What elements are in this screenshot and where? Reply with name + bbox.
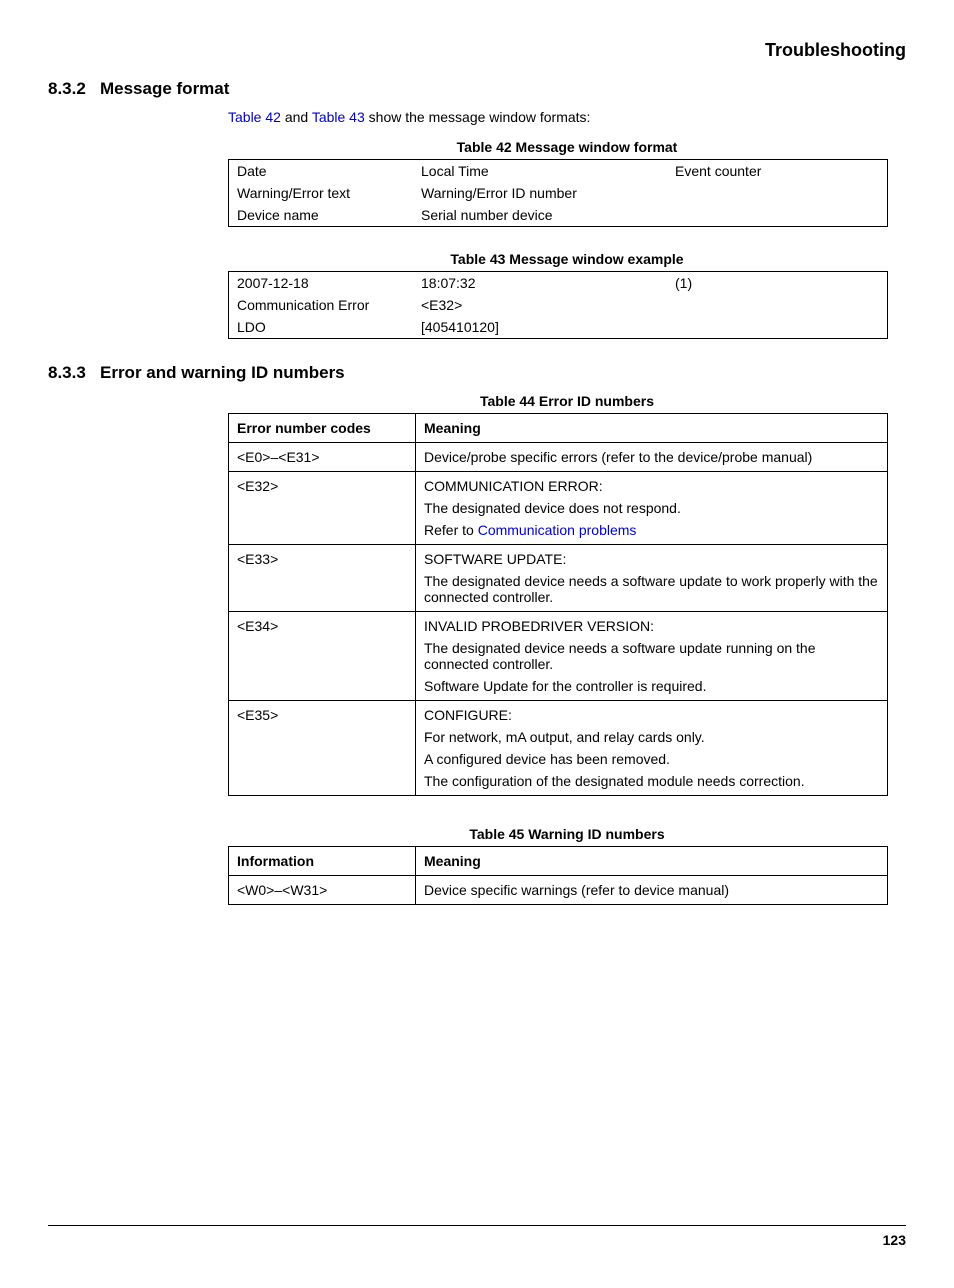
table-cell: SOFTWARE UPDATE: The designated device n… xyxy=(416,545,888,612)
communication-problems-link[interactable]: Communication problems xyxy=(478,522,637,538)
table-row: <E32> COMMUNICATION ERROR: The designate… xyxy=(229,472,888,545)
section-833-heading: 8.3.3 Error and warning ID numbers xyxy=(48,363,906,383)
table-45: Information Meaning <W0>–<W31> Device sp… xyxy=(228,846,888,905)
table-cell xyxy=(667,316,888,339)
meaning-line: COMMUNICATION ERROR: xyxy=(424,478,879,494)
table-cell: Event counter xyxy=(667,160,888,183)
meaning-line: Software Update for the controller is re… xyxy=(424,678,879,694)
table-cell: (1) xyxy=(667,272,888,295)
meaning-line: The designated device does not respond. xyxy=(424,500,879,516)
table-cell: <W0>–<W31> xyxy=(229,876,416,905)
section-833-number: 8.3.3 xyxy=(48,363,86,382)
table-cell: <E32> xyxy=(229,472,416,545)
meaning-line: For network, mA output, and relay cards … xyxy=(424,729,879,745)
table-header-cell: Information xyxy=(229,847,416,876)
page-header: Troubleshooting xyxy=(48,40,906,61)
meaning-line: INVALID PROBEDRIVER VERSION: xyxy=(424,618,879,634)
meaning-line: CONFIGURE: xyxy=(424,707,879,723)
section-833-title: Error and warning ID numbers xyxy=(100,363,345,382)
intro-mid: and xyxy=(281,109,312,125)
table-cell: Device/probe specific errors (refer to t… xyxy=(416,443,888,472)
table-cell: Device name xyxy=(229,204,414,227)
table-cell xyxy=(667,182,888,204)
meaning-line: Device/probe specific errors (refer to t… xyxy=(424,449,879,465)
table-row: Device name Serial number device xyxy=(229,204,888,227)
section-832-title: Message format xyxy=(100,79,229,98)
table-row: Date Local Time Event counter xyxy=(229,160,888,183)
section-832-intro: Table 42 and Table 43 show the message w… xyxy=(228,109,906,125)
table-cell: Warning/Error text xyxy=(229,182,414,204)
table-row: Warning/Error text Warning/Error ID numb… xyxy=(229,182,888,204)
table-44: Error number codes Meaning <E0>–<E31> De… xyxy=(228,413,888,796)
table-43: 2007-12-18 18:07:32 (1) Communication Er… xyxy=(228,271,888,339)
table-43-link[interactable]: Table 43 xyxy=(312,109,365,125)
table-row: LDO [405410120] xyxy=(229,316,888,339)
table-cell: Local Time xyxy=(413,160,667,183)
table-row: Communication Error <E32> xyxy=(229,294,888,316)
intro-suffix: show the message window formats: xyxy=(365,109,591,125)
table-cell xyxy=(667,294,888,316)
meaning-line: The configuration of the designated modu… xyxy=(424,773,879,789)
table-cell: 18:07:32 xyxy=(413,272,667,295)
table-42-caption: Table 42 Message window format xyxy=(228,139,906,155)
table-row: 2007-12-18 18:07:32 (1) xyxy=(229,272,888,295)
table-cell xyxy=(667,204,888,227)
meaning-line: SOFTWARE UPDATE: xyxy=(424,551,879,567)
table-cell: <E32> xyxy=(413,294,667,316)
table-cell: <E35> xyxy=(229,701,416,796)
table-cell: Warning/Error ID number xyxy=(413,182,667,204)
table-cell: <E34> xyxy=(229,612,416,701)
table-row: <E34> INVALID PROBEDRIVER VERSION: The d… xyxy=(229,612,888,701)
section-832-number: 8.3.2 xyxy=(48,79,86,98)
table-header-row: Information Meaning xyxy=(229,847,888,876)
link-prefix: Refer to xyxy=(424,522,478,538)
table-cell: Device specific warnings (refer to devic… xyxy=(416,876,888,905)
table-header-row: Error number codes Meaning xyxy=(229,414,888,443)
meaning-line: Refer to Communication problems xyxy=(424,522,879,538)
table-cell: INVALID PROBEDRIVER VERSION: The designa… xyxy=(416,612,888,701)
table-cell: <E33> xyxy=(229,545,416,612)
meaning-line: A configured device has been removed. xyxy=(424,751,879,767)
table-cell: LDO xyxy=(229,316,414,339)
table-cell: [405410120] xyxy=(413,316,667,339)
table-cell: Date xyxy=(229,160,414,183)
table-header-cell: Error number codes xyxy=(229,414,416,443)
table-42: Date Local Time Event counter Warning/Er… xyxy=(228,159,888,227)
meaning-line: The designated device needs a software u… xyxy=(424,573,879,605)
table-42-link[interactable]: Table 42 xyxy=(228,109,281,125)
table-header-cell: Meaning xyxy=(416,847,888,876)
table-header-cell: Meaning xyxy=(416,414,888,443)
table-44-caption: Table 44 Error ID numbers xyxy=(228,393,906,409)
table-row: <E35> CONFIGURE: For network, mA output,… xyxy=(229,701,888,796)
table-45-caption: Table 45 Warning ID numbers xyxy=(228,826,906,842)
page-number: 123 xyxy=(48,1232,906,1248)
table-cell: 2007-12-18 xyxy=(229,272,414,295)
table-row: <E0>–<E31> Device/probe specific errors … xyxy=(229,443,888,472)
table-43-caption: Table 43 Message window example xyxy=(228,251,906,267)
section-832-heading: 8.3.2 Message format xyxy=(48,79,906,99)
footer-rule xyxy=(48,1225,906,1226)
meaning-line: The designated device needs a software u… xyxy=(424,640,879,672)
table-cell: Serial number device xyxy=(413,204,667,227)
table-cell: COMMUNICATION ERROR: The designated devi… xyxy=(416,472,888,545)
table-row: <W0>–<W31> Device specific warnings (ref… xyxy=(229,876,888,905)
table-cell: Communication Error xyxy=(229,294,414,316)
table-row: <E33> SOFTWARE UPDATE: The designated de… xyxy=(229,545,888,612)
table-cell: CONFIGURE: For network, mA output, and r… xyxy=(416,701,888,796)
table-cell: <E0>–<E31> xyxy=(229,443,416,472)
